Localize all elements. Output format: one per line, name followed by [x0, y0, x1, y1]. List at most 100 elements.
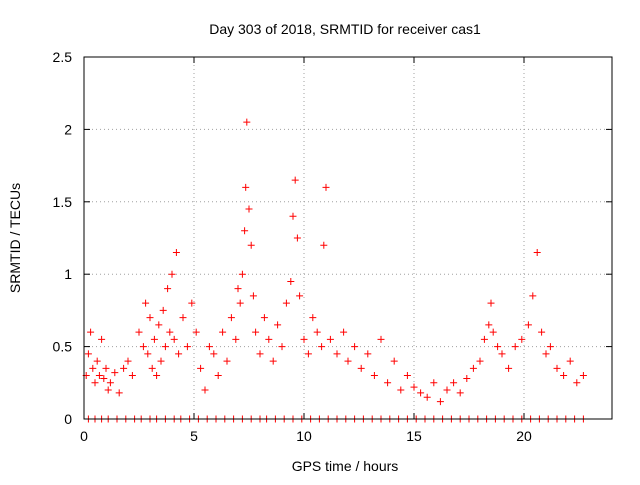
data-point [98, 335, 106, 343]
y-tick-label: 2 [64, 121, 72, 137]
data-point [210, 350, 218, 358]
data-point [265, 335, 273, 343]
data-point [135, 328, 143, 336]
data-point [219, 328, 227, 336]
data-point [333, 350, 341, 358]
x-tick-label: 20 [516, 428, 532, 444]
data-point [245, 205, 253, 213]
data-point [320, 241, 328, 249]
data-point [291, 176, 299, 184]
data-point [463, 374, 471, 382]
data-point [538, 328, 546, 336]
data-point [234, 285, 242, 293]
data-point [487, 299, 495, 307]
data-point [155, 321, 163, 329]
data-point [252, 328, 260, 336]
y-tick-label: 1 [64, 266, 72, 282]
data-point [223, 357, 231, 365]
data-point [87, 328, 95, 336]
data-point [289, 212, 297, 220]
data-point [390, 357, 398, 365]
data-point [120, 364, 128, 372]
data-point [318, 343, 326, 351]
y-tick-label: 1.5 [53, 194, 73, 210]
data-point [403, 372, 411, 380]
data-point [293, 234, 301, 242]
points-layer [82, 118, 587, 423]
grid-layer [84, 57, 612, 419]
data-point [214, 372, 222, 380]
data-point [153, 372, 161, 380]
data-point [142, 299, 150, 307]
data-point [423, 393, 431, 401]
data-point [260, 314, 268, 322]
data-point [139, 343, 147, 351]
data-point [397, 386, 405, 394]
data-point [179, 314, 187, 322]
data-point [106, 379, 114, 387]
x-tick-label: 15 [406, 428, 422, 444]
data-point [192, 328, 200, 336]
plot-frame [83, 56, 613, 420]
data-point [241, 227, 249, 235]
data-point [560, 372, 568, 380]
data-point [243, 118, 251, 126]
data-point [579, 372, 587, 380]
data-point [436, 398, 444, 406]
x-tick-label: 5 [190, 428, 198, 444]
data-point [170, 335, 178, 343]
data-point [542, 350, 550, 358]
y-tick-label: 0 [64, 411, 72, 427]
data-point [150, 335, 158, 343]
data-point [166, 328, 174, 336]
data-point [546, 343, 554, 351]
y-tick-label: 2.5 [53, 49, 73, 65]
data-point [238, 270, 246, 278]
data-point [249, 292, 257, 300]
data-point [168, 270, 176, 278]
data-point [469, 364, 477, 372]
data-point [340, 328, 348, 336]
data-point [188, 299, 196, 307]
data-point [296, 292, 304, 300]
data-point [430, 379, 438, 387]
data-point [242, 183, 250, 191]
x-axis-label: GPS time / hours [292, 458, 399, 474]
data-point [485, 321, 493, 329]
data-point [164, 285, 172, 293]
data-point [443, 386, 451, 394]
data-point [93, 357, 101, 365]
data-point [573, 379, 581, 387]
data-point [205, 343, 213, 351]
data-point [104, 386, 112, 394]
data-point [494, 343, 502, 351]
data-point [489, 328, 497, 336]
chart-title: Day 303 of 2018, SRMTID for receiver cas… [209, 21, 481, 37]
data-point [287, 277, 295, 285]
data-point [322, 183, 330, 191]
data-point [498, 350, 506, 358]
x-tick-label: 0 [80, 428, 88, 444]
data-point [505, 364, 513, 372]
data-point [89, 364, 97, 372]
data-point [566, 357, 574, 365]
data-point [124, 357, 132, 365]
data-point [146, 314, 154, 322]
data-point [278, 343, 286, 351]
data-point [201, 386, 209, 394]
data-point [313, 328, 321, 336]
data-point [553, 364, 561, 372]
data-point [300, 335, 308, 343]
data-point [183, 343, 191, 351]
data-point [529, 292, 537, 300]
data-point [84, 350, 92, 358]
data-point [175, 350, 183, 358]
data-point [172, 248, 180, 256]
ticks-layer: 0 5 10 15 20 0 0.5 1 1.5 2 2.5 [53, 49, 612, 444]
data-point [370, 372, 378, 380]
data-point [410, 383, 418, 391]
data-point [476, 357, 484, 365]
data-point [524, 321, 532, 329]
